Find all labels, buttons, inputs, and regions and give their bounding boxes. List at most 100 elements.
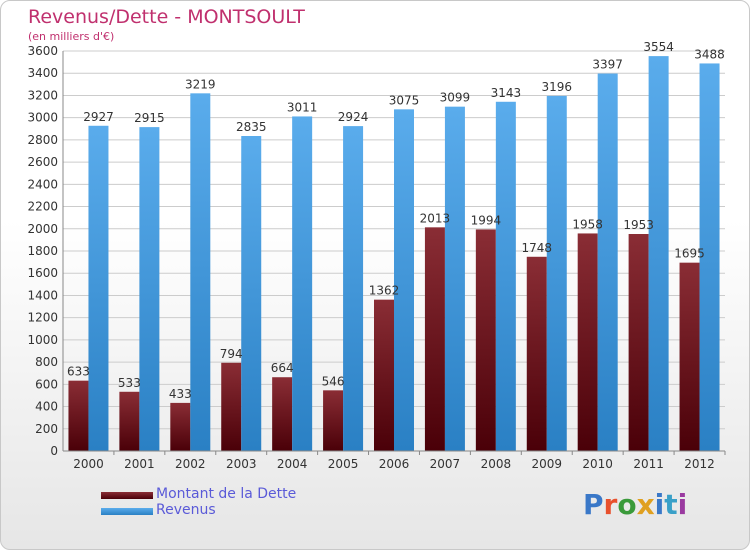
legend-debt-swatch bbox=[101, 492, 153, 499]
bar-revenue-2004 bbox=[292, 116, 313, 451]
logo-letter: i bbox=[677, 488, 688, 521]
data-label-revenue: 3075 bbox=[389, 93, 420, 107]
legend-debt-label: Montant de la Dette bbox=[156, 486, 297, 502]
bar-revenue-2008 bbox=[495, 101, 516, 452]
x-tick-label: 2007 bbox=[430, 457, 461, 471]
data-label-debt: 1748 bbox=[521, 241, 552, 255]
y-tick-label: 2200 bbox=[27, 200, 58, 214]
y-tick-label: 3000 bbox=[27, 111, 58, 125]
data-label-revenue: 3196 bbox=[541, 80, 572, 94]
bar-revenue-2005 bbox=[343, 126, 364, 451]
data-label-debt: 1958 bbox=[572, 217, 603, 231]
bar-revenue-2001 bbox=[139, 127, 160, 451]
y-tick-label: 1400 bbox=[27, 288, 58, 302]
legend-revenue-label: Revenus bbox=[156, 502, 216, 518]
data-label-revenue: 2924 bbox=[338, 110, 369, 124]
bar-debt-2003 bbox=[221, 362, 242, 451]
bar-revenue-2009 bbox=[546, 95, 567, 451]
y-tick-label: 2000 bbox=[27, 222, 58, 236]
y-tick-label: 2600 bbox=[27, 155, 58, 169]
bar-debt-2006 bbox=[374, 299, 394, 451]
logo-letter: x bbox=[636, 488, 655, 521]
bar-debt-2009 bbox=[526, 256, 547, 451]
bar-debt-2008 bbox=[475, 229, 496, 451]
y-tick-label: 1800 bbox=[27, 244, 58, 258]
y-tick-label: 400 bbox=[35, 400, 58, 414]
bar-debt-2012 bbox=[679, 262, 700, 451]
bar-revenue-2012 bbox=[699, 63, 720, 451]
y-tick-label: 3600 bbox=[27, 44, 58, 58]
logo-letter: r bbox=[603, 488, 618, 521]
bar-revenue-2010 bbox=[597, 73, 618, 452]
bar-revenue-2002 bbox=[190, 93, 211, 451]
data-label-debt: 664 bbox=[271, 361, 294, 375]
data-label-revenue: 2915 bbox=[134, 111, 165, 125]
data-label-revenue: 3554 bbox=[643, 40, 674, 54]
y-tick-label: 0 bbox=[50, 444, 58, 458]
data-label-debt: 433 bbox=[169, 387, 192, 401]
data-label-revenue: 3099 bbox=[440, 91, 471, 105]
data-label-revenue: 2835 bbox=[236, 120, 267, 134]
x-tick-label: 2012 bbox=[684, 457, 715, 471]
data-label-debt: 1362 bbox=[369, 284, 400, 298]
data-label-debt: 794 bbox=[220, 347, 243, 361]
bar-debt-2001 bbox=[119, 391, 140, 451]
logo-letter: o bbox=[617, 488, 637, 521]
logo-letter: i bbox=[654, 488, 665, 521]
y-tick-label: 2800 bbox=[27, 133, 58, 147]
y-tick-label: 800 bbox=[35, 355, 58, 369]
x-tick-label: 2006 bbox=[379, 457, 410, 471]
bar-debt-2007 bbox=[424, 227, 445, 451]
x-tick-label: 2010 bbox=[582, 457, 613, 471]
bar-revenue-2007 bbox=[444, 106, 465, 452]
x-tick-label: 2004 bbox=[277, 457, 308, 471]
chart-title: Revenus/Dette - MONTSOULT bbox=[28, 6, 305, 28]
bar-debt-2011 bbox=[628, 234, 649, 451]
bar-revenue-2011 bbox=[648, 56, 669, 451]
bar-debt-2005 bbox=[323, 390, 344, 451]
y-tick-label: 1000 bbox=[27, 333, 58, 347]
data-label-revenue: 3488 bbox=[694, 47, 725, 61]
x-tick-label: 2003 bbox=[226, 457, 257, 471]
x-tick-label: 2000 bbox=[73, 457, 104, 471]
bar-debt-2010 bbox=[577, 233, 598, 451]
bar-debt-2000 bbox=[68, 380, 89, 451]
data-label-debt: 633 bbox=[67, 365, 90, 379]
bar-debt-2002 bbox=[170, 402, 191, 451]
y-tick-label: 1600 bbox=[27, 266, 58, 280]
data-label-debt: 2013 bbox=[420, 211, 451, 225]
y-tick-label: 3400 bbox=[27, 66, 58, 80]
bar-debt-2004 bbox=[272, 377, 293, 451]
data-label-revenue: 2927 bbox=[83, 110, 114, 124]
data-label-debt: 1695 bbox=[674, 247, 705, 261]
x-tick-label: 2011 bbox=[633, 457, 664, 471]
bar-revenue-2006 bbox=[394, 109, 414, 451]
bar-revenue-2000 bbox=[88, 125, 109, 452]
x-tick-label: 2009 bbox=[531, 457, 562, 471]
x-tick-label: 2002 bbox=[175, 457, 206, 471]
data-label-debt: 533 bbox=[118, 376, 141, 390]
data-label-revenue: 3143 bbox=[491, 86, 522, 100]
y-tick-label: 600 bbox=[35, 377, 58, 391]
data-label-debt: 1953 bbox=[623, 218, 654, 232]
x-tick-label: 2005 bbox=[328, 457, 359, 471]
bar-revenue-2003 bbox=[241, 136, 262, 451]
data-label-debt: 546 bbox=[322, 374, 345, 388]
x-tick-label: 2008 bbox=[481, 457, 512, 471]
y-tick-label: 3200 bbox=[27, 88, 58, 102]
data-label-debt: 1994 bbox=[471, 213, 502, 227]
data-label-revenue: 3011 bbox=[287, 100, 318, 114]
y-tick-label: 2400 bbox=[27, 177, 58, 191]
y-tick-label: 1200 bbox=[27, 311, 58, 325]
data-label-revenue: 3219 bbox=[185, 77, 216, 91]
proxiti-logo: Proxiti bbox=[583, 488, 687, 521]
chart-subtitle: (en milliers d'€) bbox=[28, 30, 115, 43]
data-label-revenue: 3397 bbox=[592, 58, 623, 72]
x-tick-label: 2001 bbox=[124, 457, 155, 471]
y-tick-label: 200 bbox=[35, 422, 58, 436]
logo-letter: t bbox=[664, 488, 678, 521]
logo-letter: P bbox=[583, 488, 604, 521]
legend-revenue-swatch bbox=[101, 508, 153, 515]
